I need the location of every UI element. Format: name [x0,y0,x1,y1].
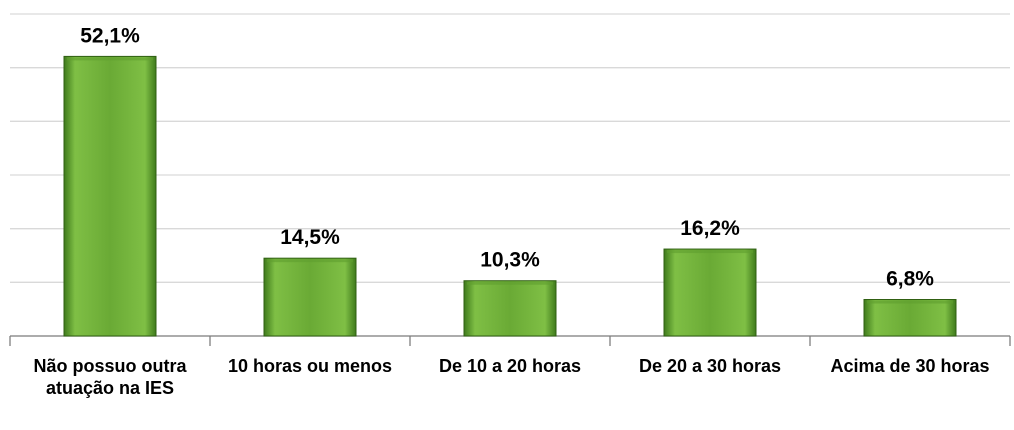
bar [63,55,157,337]
x-tick-label: Não possuo outra atuação na IES [33,356,187,398]
value-label: 16,2% [680,217,740,240]
value-label: 52,1% [80,24,140,47]
x-tick-label: De 10 a 20 horas [439,356,581,376]
bar-highlight [867,300,953,304]
value-label: 14,5% [280,226,340,249]
bar-highlight [67,57,153,61]
x-tick-label: Acima de 30 horas [830,356,989,376]
bar [663,248,757,337]
bar-highlight [467,281,553,285]
bar-highlight [667,250,753,254]
bar [263,257,357,337]
bar [463,280,557,337]
x-tick-label: De 20 a 30 horas [639,356,781,376]
x-tick-label: 10 horas ou menos [228,356,392,376]
value-label: 10,3% [480,249,540,272]
bar [863,299,957,337]
bar-highlight [267,259,353,263]
value-label: 6,8% [886,268,934,291]
